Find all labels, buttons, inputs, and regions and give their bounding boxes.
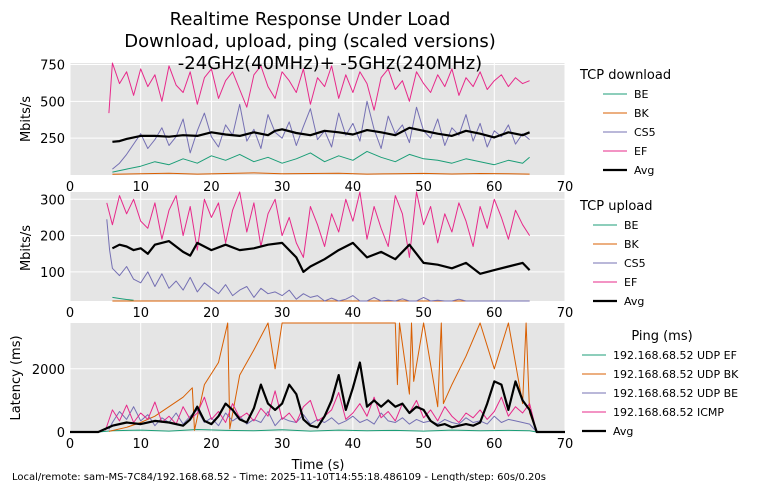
x-tick-label: 10 xyxy=(132,180,149,195)
series-line-192-168-68-52-udp-be xyxy=(108,406,565,433)
x-tick-label: 0 xyxy=(66,306,74,321)
ping-ylabel: Latency (ms) xyxy=(9,335,24,420)
x-tick-label: 70 xyxy=(557,180,574,195)
x-tick-label: 60 xyxy=(486,437,503,452)
upload-panel: 0 10 20 30 40 50 60 70 100 200 300 Mbits/s xyxy=(19,191,574,321)
x-tick-label: 0 xyxy=(66,437,74,452)
legend-label: Avg xyxy=(613,425,633,438)
x-tick-label: 40 xyxy=(345,437,362,452)
chart-subtitle: Download, upload, ping (scaled versions) xyxy=(124,31,496,52)
x-tick-label: 60 xyxy=(486,306,503,321)
y-tick-label: 300 xyxy=(40,193,65,208)
x-tick-label: 30 xyxy=(274,180,291,195)
footer-info: Local/remote: sam-MS-7C84/192.168.68.52 … xyxy=(12,472,546,481)
legend-label: 192.168.68.52 UDP BK xyxy=(613,368,739,381)
x-tick-label: 10 xyxy=(132,437,149,452)
legend-label: Avg xyxy=(634,164,654,177)
series-line-avg xyxy=(111,240,531,275)
x-tick-label: 20 xyxy=(203,437,220,452)
x-tick-label: 50 xyxy=(415,306,432,321)
legend-title: Ping (ms) xyxy=(631,329,692,344)
series-line-bk xyxy=(112,172,530,175)
series-line-be xyxy=(112,150,530,173)
download-legend: TCP download BE BK CS5 EF Avg xyxy=(579,68,671,177)
series-line-avg xyxy=(112,126,531,143)
series-line-ef xyxy=(108,62,530,114)
download-panel: 0 10 20 30 40 50 60 70 250 500 750 Mbits/s xyxy=(19,58,573,195)
chart-title: Realtime Response Under Load xyxy=(170,9,451,30)
legend-label: 192.168.68.52 UDP BE xyxy=(613,387,738,400)
legend-label: EF xyxy=(634,145,647,158)
y-tick-label: 200 xyxy=(40,230,65,245)
legend-label: CS5 xyxy=(634,126,656,139)
download-plot-area xyxy=(70,63,565,175)
ping-legend: Ping (ms) 192.168.68.52 UDP EF 192.168.68.… xyxy=(582,329,739,438)
x-tick-label: 0 xyxy=(66,180,74,195)
ping-panel: 0 10 20 30 40 50 60 70 0 2000 Latency (ms) Time (… xyxy=(9,322,574,473)
x-tick-label: 70 xyxy=(557,437,574,452)
x-tick-label: 40 xyxy=(345,180,362,195)
upload-ylabel: Mbits/s xyxy=(19,225,34,271)
legend-label: BE xyxy=(634,88,649,101)
upload-legend: TCP upload BE BK CS5 EF Avg xyxy=(579,199,653,308)
x-tick-label: 70 xyxy=(557,306,574,321)
series-line-be xyxy=(112,296,134,301)
y-tick-label: 500 xyxy=(40,95,65,110)
legend-label: 192.168.68.52 ICMP xyxy=(613,406,724,419)
series-line-192-168-68-52-udp-bk xyxy=(108,322,565,433)
x-tick-label: 50 xyxy=(415,180,432,195)
legend-label: BK xyxy=(624,238,640,251)
x-tick-label: 20 xyxy=(203,180,220,195)
series-line-cs5 xyxy=(112,100,530,170)
x-tick-label: 60 xyxy=(486,180,503,195)
legend-title: TCP upload xyxy=(579,199,653,214)
legend-label: 192.168.68.52 UDP EF xyxy=(613,349,737,362)
upload-plot-area xyxy=(70,192,565,301)
series-line-cs5 xyxy=(106,219,530,302)
legend-label: Avg xyxy=(624,295,644,308)
x-tick-label: 30 xyxy=(274,306,291,321)
legend-label: BK xyxy=(634,107,650,120)
chart-subtitle-2: -24GHz(40MHz)+ -5GHz(240MHz) xyxy=(178,53,482,74)
legend-label: BE xyxy=(624,219,639,232)
series-line-avg xyxy=(70,361,565,434)
x-tick-label: 20 xyxy=(203,306,220,321)
legend-label: CS5 xyxy=(624,257,646,270)
y-tick-label: 250 xyxy=(40,132,65,147)
legend-label: EF xyxy=(624,276,637,289)
series-line-ef xyxy=(106,191,531,258)
download-ylabel: Mbits/s xyxy=(19,96,34,142)
y-tick-label: 2000 xyxy=(32,363,65,378)
ping-xlabel: Time (s) xyxy=(291,458,345,473)
x-tick-label: 50 xyxy=(415,437,432,452)
series-line-192-168-68-52-udp-ef xyxy=(70,429,565,433)
y-tick-label: 100 xyxy=(40,266,65,281)
x-tick-label: 40 xyxy=(345,306,362,321)
legend-title: TCP download xyxy=(579,68,671,83)
x-tick-label: 10 xyxy=(132,306,149,321)
y-tick-label: 0 xyxy=(57,426,65,441)
y-tick-label: 750 xyxy=(40,58,65,73)
x-tick-label: 30 xyxy=(274,437,291,452)
